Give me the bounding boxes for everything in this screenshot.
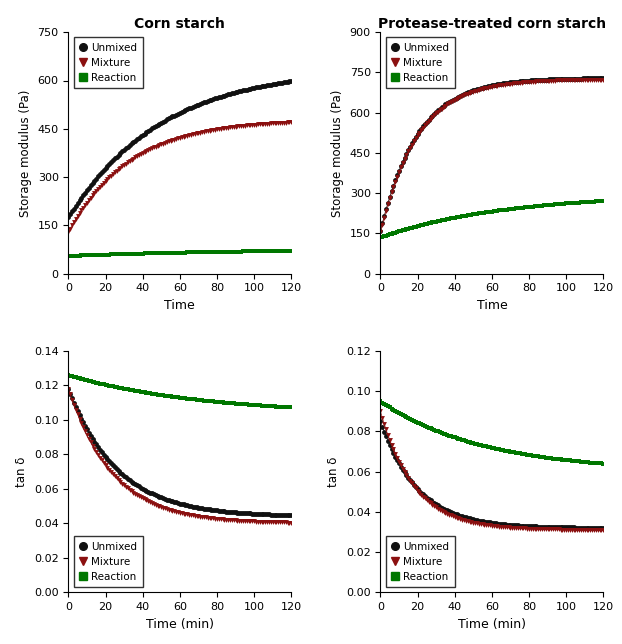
Y-axis label: tan δ: tan δ [327, 457, 340, 487]
Y-axis label: tan δ: tan δ [16, 457, 29, 487]
Y-axis label: Storage modulus (Pa): Storage modulus (Pa) [331, 90, 344, 216]
X-axis label: Time (min): Time (min) [458, 618, 526, 630]
Title: Protease-treated corn starch: Protease-treated corn starch [378, 17, 606, 31]
Legend: Unmixed, Mixture, Reaction: Unmixed, Mixture, Reaction [73, 536, 142, 587]
Title: Corn starch: Corn starch [134, 17, 225, 31]
X-axis label: Time (min): Time (min) [146, 618, 214, 630]
Legend: Unmixed, Mixture, Reaction: Unmixed, Mixture, Reaction [73, 37, 142, 88]
Legend: Unmixed, Mixture, Reaction: Unmixed, Mixture, Reaction [386, 37, 455, 88]
Legend: Unmixed, Mixture, Reaction: Unmixed, Mixture, Reaction [386, 536, 455, 587]
Y-axis label: Storage modulus (Pa): Storage modulus (Pa) [19, 90, 32, 216]
X-axis label: Time: Time [476, 299, 508, 312]
X-axis label: Time: Time [164, 299, 195, 312]
